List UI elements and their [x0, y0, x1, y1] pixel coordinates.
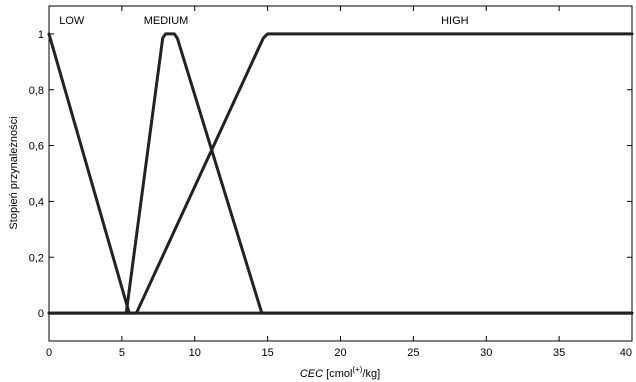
x-axis-ticks: 0 5 10 15 20 25 30 35 40	[46, 6, 633, 359]
series-lines	[47, 32, 634, 315]
y-tick-label: 0	[38, 308, 44, 320]
series-line-medium	[47, 32, 634, 315]
x-tick-label: 5	[119, 347, 125, 359]
y-tick-label: 0,4	[29, 196, 44, 208]
series-label-medium: MEDIUM	[144, 15, 189, 27]
x-tick-label: 0	[46, 347, 52, 359]
x-tick-label: 30	[480, 347, 492, 359]
x-tick-label: 20	[334, 347, 346, 359]
y-tick-label: 0,2	[29, 252, 44, 264]
x-axis-title: CEC [cmol(+)/kg]	[300, 365, 380, 380]
series-line-high	[47, 32, 634, 315]
x-tick-label: 15	[262, 347, 274, 359]
y-axis-ticks: 0 0,2 0,4 0,6 0,8 1	[29, 29, 632, 320]
plot-frame	[48, 5, 633, 342]
series-label-low: LOW	[59, 15, 85, 27]
x-tick-label: 40	[620, 347, 632, 359]
y-tick-label: 0,8	[29, 85, 44, 97]
y-axis-title: Stopień przynależności	[8, 116, 20, 229]
x-tick-label: 10	[189, 347, 201, 359]
y-tick-label: 1	[38, 29, 44, 41]
series-labels: LOW MEDIUM HIGH	[59, 15, 468, 27]
x-tick-label: 35	[553, 347, 565, 359]
x-tick-label: 25	[407, 347, 419, 359]
series-line-low	[47, 32, 634, 315]
y-tick-label: 0,6	[29, 141, 44, 153]
series-label-high: HIGH	[441, 15, 469, 27]
